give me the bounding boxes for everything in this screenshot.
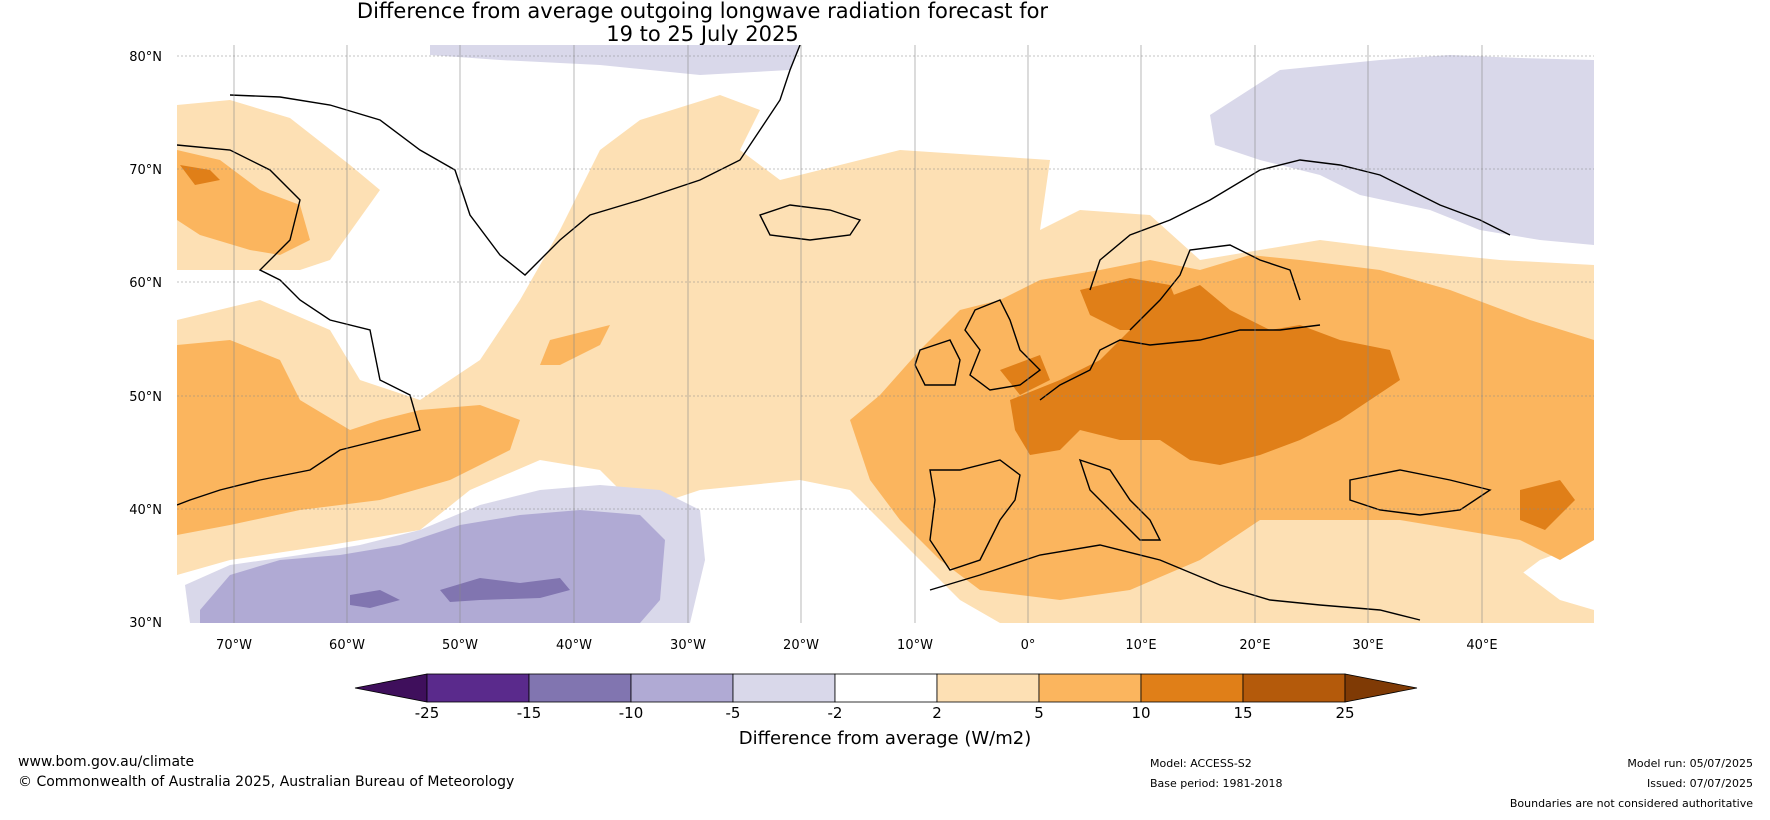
coastline-black-sea: [1349, 469, 1492, 516]
footer-issued: Issued: 07/07/2025: [1646, 777, 1753, 790]
footer-model: Model: ACCESS-S2: [1150, 757, 1252, 770]
colorbar-title: Difference from average (W/m2): [738, 728, 1032, 749]
coastlines: [177, 45, 1511, 621]
colorbar-segment: [1242, 673, 1346, 703]
coastline-north-africa: [929, 544, 1421, 621]
lat-label-80n: 80°N: [129, 50, 162, 65]
lon-label-60w: 60°W: [329, 638, 365, 653]
colorbar-extend-low: [354, 673, 428, 703]
coastline-great-britain: [964, 299, 1042, 391]
lon-label-40w: 40°W: [556, 638, 592, 653]
footer-model-run: Model run: 05/07/2025: [1627, 757, 1753, 770]
colorbar-tick-label: 10: [1131, 704, 1150, 722]
lat-label-70n: 70°N: [129, 163, 162, 178]
coastline-continental-europe: [1039, 324, 1321, 401]
coastline-scandinavia: [1089, 159, 1511, 291]
title-line-2: 19 to 25 July 2025: [606, 22, 799, 46]
coastline-iberia: [929, 459, 1021, 571]
lon-label-40e: 40°E: [1466, 638, 1497, 653]
colorbar-segment: [528, 673, 632, 703]
lon-label-0: 0°: [1021, 638, 1036, 653]
lon-label-10w: 10°W: [897, 638, 933, 653]
lat-label-50n: 50°N: [129, 390, 162, 405]
colorbar-segment: [834, 673, 938, 703]
coastline-baltic: [1129, 244, 1301, 331]
colorbar-extend-high: [1344, 673, 1418, 703]
lon-label-50w: 50°W: [442, 638, 478, 653]
colorbar-segment: [630, 673, 734, 703]
anomaly-10-15-region: [180, 165, 1575, 530]
footer-copyright: © Commonwealth of Australia 2025, Austra…: [18, 774, 515, 790]
lon-label-30e: 30°E: [1352, 638, 1383, 653]
footer-website[interactable]: www.bom.gov.au/climate: [18, 754, 195, 770]
lon-label-20e: 20°E: [1239, 638, 1270, 653]
anomaly-5-10-region: [177, 150, 1594, 600]
lon-label-30w: 30°W: [670, 638, 706, 653]
graticule-meridians: [233, 45, 1483, 623]
coastline-greenland: [229, 45, 801, 276]
coastline-iceland: [759, 204, 862, 241]
footer-base-period: Base period: 1981-2018: [1150, 777, 1283, 790]
lon-label-10e: 10°E: [1125, 638, 1156, 653]
colorbar-tick-label: 5: [1034, 704, 1044, 722]
colorbar-segment: [936, 673, 1040, 703]
anomaly-neg2-neg5-region-north: [430, 45, 1594, 245]
lon-label-70w: 70°W: [216, 638, 252, 653]
lat-label-60n: 60°N: [129, 276, 162, 291]
colorbar-tick-label: -15: [517, 704, 542, 722]
colorbar-tick-label: -5: [726, 704, 741, 722]
chart-title: Difference from average outgoing longwav…: [0, 0, 1405, 46]
coastline-italy: [1078, 458, 1162, 541]
footer-disclaimer: Boundaries are not considered authoritat…: [1509, 797, 1753, 810]
map-plot-area: [177, 45, 1594, 623]
colorbar-segment: [1038, 673, 1142, 703]
colorbar-tick-label: -2: [828, 704, 843, 722]
colorbar-segment: [732, 673, 836, 703]
colorbar-segment: [1140, 673, 1244, 703]
lon-label-20w: 20°W: [783, 638, 819, 653]
lat-label-30n: 30°N: [129, 616, 162, 631]
graticule: [177, 55, 1594, 510]
latitude-labels: 80°N 70°N 60°N 50°N 40°N 30°N: [129, 50, 162, 631]
colorbar-tick-label: -10: [619, 704, 644, 722]
coastline-north-america: [177, 144, 421, 506]
colorbar-tick-label: -25: [415, 704, 440, 722]
colorbar: -25 -15 -10 -5 -2 2 5 10 15 25: [354, 673, 1418, 722]
colorbar-tick-label: 25: [1335, 704, 1354, 722]
longitude-labels: 70°W 60°W 50°W 40°W 30°W 20°W 10°W 0° 10…: [216, 638, 1498, 653]
lat-label-40n: 40°N: [129, 503, 162, 518]
colorbar-tick-label: 2: [932, 704, 942, 722]
title-line-1: Difference from average outgoing longwav…: [356, 0, 1049, 23]
colorbar-segment: [426, 673, 530, 703]
colorbar-tick-label: 15: [1233, 704, 1252, 722]
